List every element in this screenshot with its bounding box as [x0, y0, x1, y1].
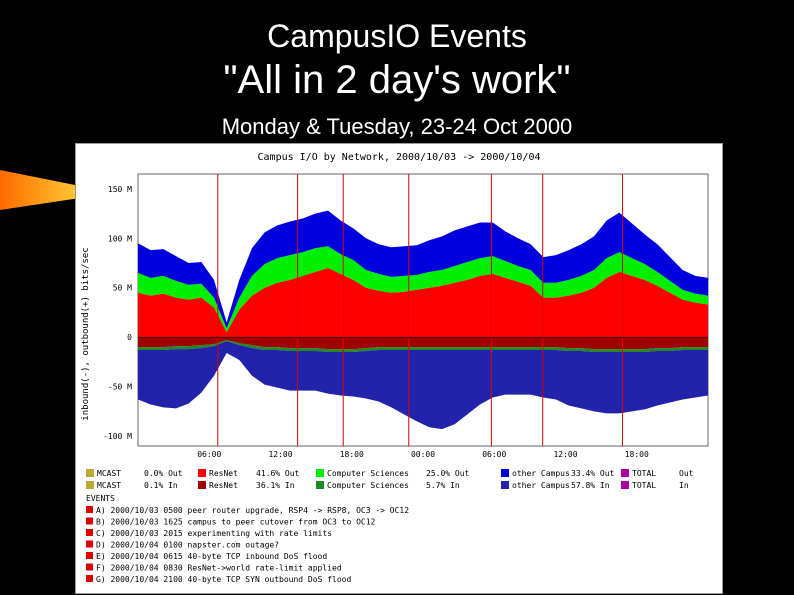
event-item: E) 2000/10/04 0615 40-byte TCP inbound D…: [96, 552, 327, 561]
decorative-bar: [0, 170, 80, 210]
plot-area: [138, 174, 708, 446]
chart-svg: Campus I/O by Network, 2000/10/03 -> 200…: [81, 152, 709, 584]
legend-swatch: [198, 469, 206, 477]
x-tick-label: 06:00: [482, 450, 506, 459]
legend-value: 0.1% In: [144, 481, 178, 490]
chart-title: Campus I/O by Network, 2000/10/03 -> 200…: [258, 152, 541, 163]
legend-swatch: [198, 481, 206, 489]
legend-value: 0.0% Out: [144, 469, 183, 478]
legend-swatch: [316, 481, 324, 489]
legend-value: 25.0% Out: [426, 469, 470, 478]
events-list: A) 2000/10/03 0500 peer router upgrade, …: [86, 506, 409, 584]
legend-swatch: [86, 481, 94, 489]
series-area-computer-sciences-in: [138, 340, 708, 353]
legend-label: ResNet: [209, 469, 238, 478]
x-tick-label: 18:00: [625, 450, 649, 459]
legend-label: other Campus: [512, 481, 570, 490]
series-area-resnet-in: [138, 337, 708, 350]
legend-value: 33.4% Out: [571, 469, 615, 478]
legend-value: Out: [679, 469, 694, 478]
legend-swatch: [621, 469, 629, 477]
x-tick-label: 06:00: [197, 450, 221, 459]
y-tick-label: 150 M: [108, 185, 132, 194]
legend-label: Computer Sciences: [327, 481, 409, 490]
slide-date-line: Monday & Tuesday, 23-24 Oct 2000: [221, 114, 573, 139]
y-tick-labels: 150 M 100 M 50 M 0 -50 M -100 M: [103, 185, 132, 441]
y-axis-label: inbound(-), outbound(+) bits/sec: [81, 247, 91, 420]
legend-label: TOTAL: [632, 481, 656, 490]
y-tick-label: 50 M: [113, 284, 132, 293]
legend: MCAST 0.0% Out ResNet 41.6% Out Computer Sci…: [86, 469, 694, 490]
y-tick-label: 100 M: [108, 234, 132, 243]
event-swatch: [86, 506, 93, 513]
event-item: D) 2000/10/04 0100 napster.com outage?: [96, 541, 279, 550]
y-tick-label: -50 M: [108, 383, 132, 392]
x-tick-label: 18:00: [340, 450, 364, 459]
series-area-other-campus: [138, 210, 708, 329]
x-tick-label: 12:00: [553, 450, 577, 459]
slide-subtitle: "All in 2 day's work": [223, 58, 571, 102]
event-item: C) 2000/10/03 2015 experimenting with ra…: [96, 529, 332, 538]
legend-swatch: [501, 469, 509, 477]
legend-swatch: [86, 469, 94, 477]
series-area-other-campus-in: [138, 341, 708, 430]
legend-value: 41.6% Out: [256, 469, 300, 478]
legend-value: 36.1% In: [256, 481, 295, 490]
legend-label: ResNet: [209, 481, 238, 490]
legend-label: MCAST: [97, 481, 121, 490]
legend-swatch: [316, 469, 324, 477]
legend-value: 57.8% In: [571, 481, 610, 490]
series-area-computer-sciences: [138, 246, 708, 333]
legend-value: 5.7% In: [426, 481, 460, 490]
slide-title: CampusIO Events: [267, 18, 527, 54]
event-item: A) 2000/10/03 0500 peer router upgrade, …: [96, 506, 409, 515]
event-item: F) 2000/10/04 0830 ResNet->world rate-li…: [96, 564, 342, 573]
x-tick-labels: 06:00 12:00 18:00 00:00 06:00 12:00 18:00: [197, 450, 649, 459]
x-tick-label: 12:00: [268, 450, 292, 459]
legend-swatch: [501, 481, 509, 489]
chart-panel: Campus I/O by Network, 2000/10/03 -> 200…: [75, 143, 723, 594]
legend-label: Computer Sciences: [327, 469, 409, 478]
event-swatch: [86, 563, 93, 571]
legend-label: TOTAL: [632, 469, 656, 478]
y-tick-label: 0: [127, 333, 132, 342]
legend-label: other Campus: [512, 469, 570, 478]
event-swatch: [86, 529, 93, 536]
event-swatch: [86, 575, 93, 582]
event-swatch: [86, 552, 93, 559]
event-swatch: [86, 540, 93, 548]
event-item: G) 2000/10/04 2100 40-byte TCP SYN outbo…: [96, 575, 351, 584]
event-swatch: [86, 517, 93, 525]
legend-label: MCAST: [97, 469, 121, 478]
y-tick-label: -100 M: [103, 432, 132, 441]
events-heading: EVENTS: [86, 494, 115, 503]
legend-swatch: [621, 481, 629, 489]
x-tick-label: 00:00: [411, 450, 435, 459]
series-area-resnet: [138, 267, 708, 338]
legend-value: In: [679, 481, 689, 490]
event-item: B) 2000/10/03 1625 campus to peer cutove…: [96, 518, 376, 527]
